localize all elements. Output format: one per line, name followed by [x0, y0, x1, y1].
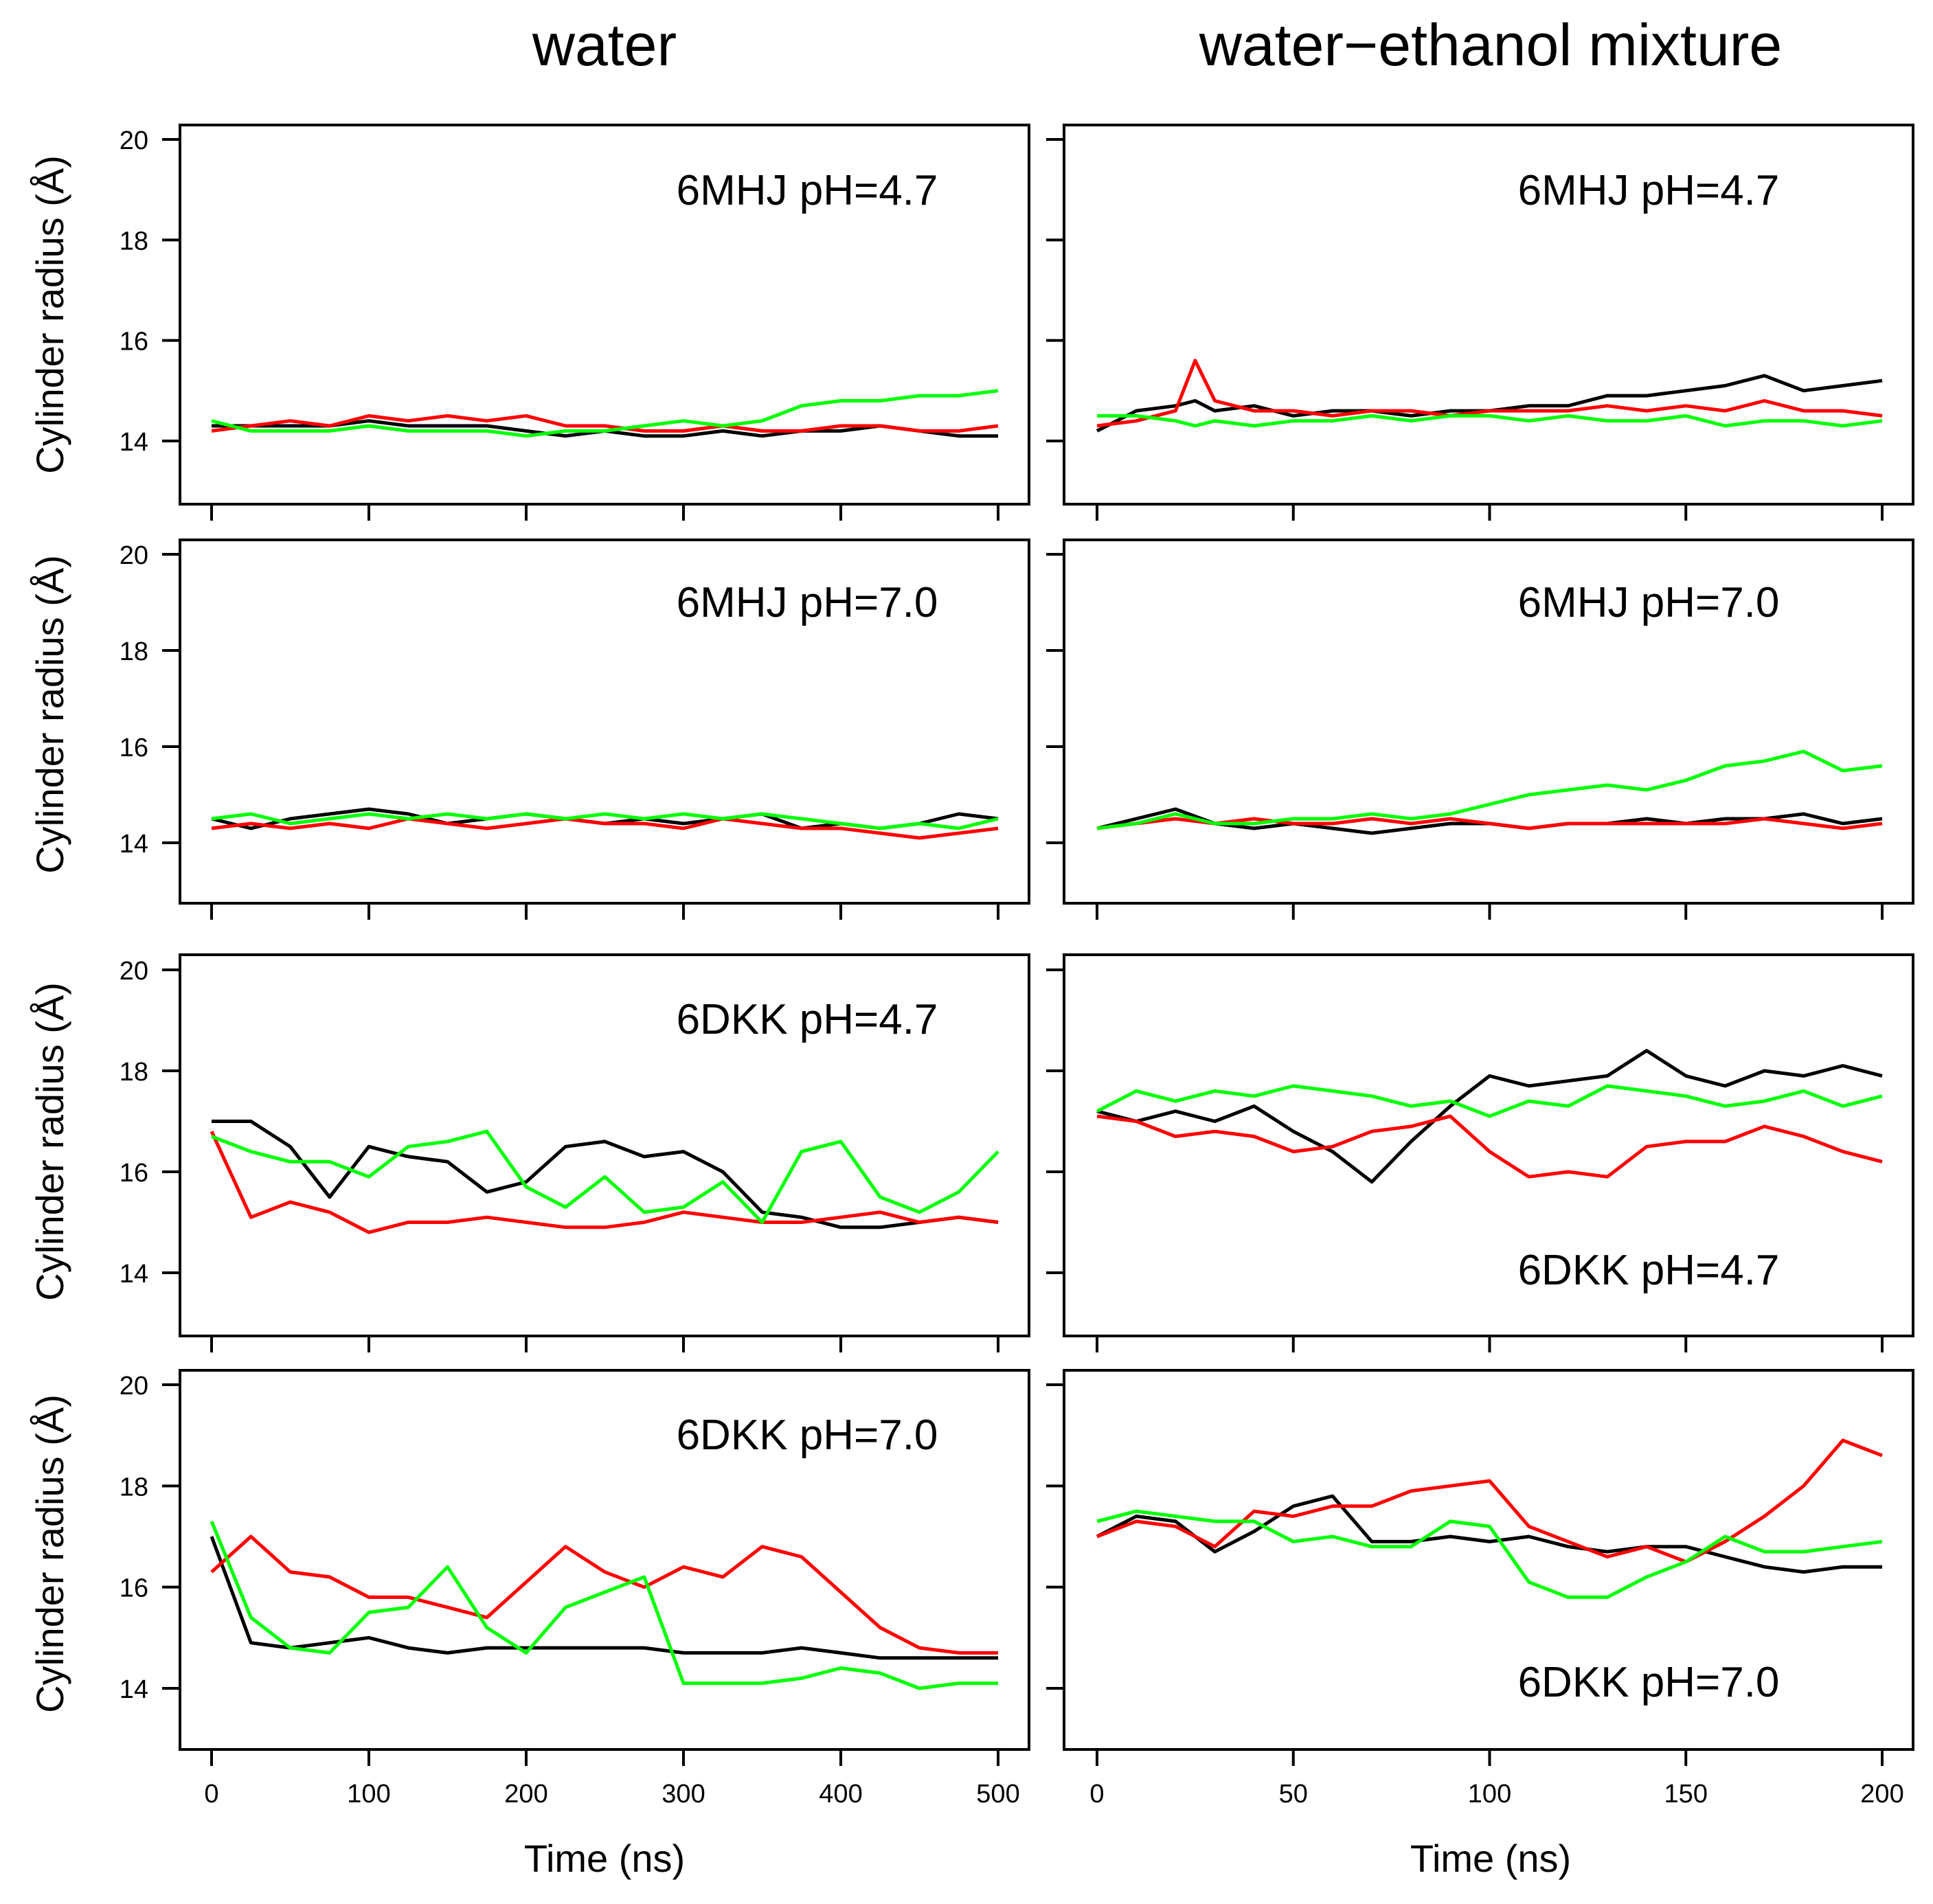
x-tick-label: 150 [1664, 1780, 1708, 1809]
y-tick-label: 16 [120, 1159, 148, 1188]
series-line-1 [1096, 1494, 1882, 1574]
y-tick-label: 16 [120, 328, 148, 356]
series-line-3 [1096, 749, 1883, 830]
series-line-2 [1096, 1438, 1883, 1564]
series-line-3 [211, 812, 999, 830]
series-line-2 [1096, 1114, 1883, 1179]
y-tick-label: 20 [120, 957, 148, 986]
series-line-2 [211, 817, 999, 840]
series-line-1 [212, 419, 998, 438]
column-title-water: water [532, 12, 677, 78]
panel-label: 6MHJ pH=7.0 [677, 579, 938, 626]
series-line-3 [211, 1129, 999, 1224]
series-line-1 [212, 1120, 999, 1229]
chart-panel-1: 14 16 18 20 6MHJ pH=4.7 [120, 124, 1030, 521]
chart-panel-2: 6MHJ pH=4.7 [1046, 124, 1914, 521]
y-tick-label: 18 [120, 637, 148, 666]
x-tick-label: 200 [1860, 1780, 1903, 1809]
y-axis-label-row-2: Cylinder radius (Å) [28, 555, 71, 874]
series-line-1 [1096, 374, 1883, 433]
plot-frame [1063, 124, 1914, 506]
series-line-1 [1096, 807, 1883, 835]
y-tick-label: 18 [120, 1058, 148, 1087]
panel-label: 6MHJ pH=7.0 [1518, 579, 1780, 626]
plot-frame [179, 1369, 1030, 1751]
y-tick-label: 18 [120, 227, 148, 256]
plot-frame [1063, 953, 1914, 1337]
y-tick-label: 20 [120, 1372, 148, 1401]
x-axis-label-water-ethanol: Time (ns) [1410, 1837, 1571, 1880]
chart-panel-8: 0 50 100 150 200 6DKK pH=7.0 [1046, 1369, 1914, 1809]
series-line-2 [1096, 359, 1883, 428]
y-axis-label-row-1: Cylinder radius (Å) [28, 155, 71, 474]
x-tick-label: 300 [662, 1780, 705, 1809]
panel-label: 6DKK pH=7.0 [1518, 1659, 1780, 1706]
y-tick-label: 14 [120, 1260, 148, 1289]
y-tick-label: 16 [120, 1574, 148, 1603]
x-tick-label: 100 [347, 1780, 390, 1809]
series-line-3 [210, 1520, 998, 1690]
x-tick-label: 500 [976, 1780, 1019, 1809]
y-tick-label: 14 [120, 1675, 148, 1704]
series-line-1 [210, 1536, 998, 1660]
series-line-3 [1097, 413, 1883, 428]
plot-frame [179, 539, 1030, 905]
plot-frame [1063, 1369, 1914, 1751]
x-tick-label: 0 [1089, 1780, 1104, 1809]
panel-label: 6MHJ pH=4.7 [1518, 167, 1780, 214]
y-axis-label-row-3: Cylinder radius (Å) [28, 982, 71, 1301]
x-axis-label-water: Time (ns) [524, 1837, 685, 1880]
x-tick-label: 400 [819, 1780, 862, 1809]
series-line-3 [1096, 1084, 1883, 1118]
y-tick-label: 20 [120, 541, 148, 570]
panel-label: 6DKK pH=4.7 [677, 996, 938, 1043]
panel-label: 6MHJ pH=4.7 [677, 167, 938, 214]
y-tick-label: 14 [120, 428, 148, 457]
column-title-water-ethanol: water−ethanol mixture [1199, 12, 1783, 78]
y-tick-label: 16 [120, 734, 148, 762]
y-tick-label: 18 [120, 1473, 148, 1501]
chart-panel-3: 14 16 18 20 6MHJ pH=7.0 [120, 539, 1030, 920]
panel-label: 6DKK pH=4.7 [1518, 1247, 1780, 1294]
panel-label: 6DKK pH=7.0 [677, 1412, 938, 1459]
x-tick-label: 0 [204, 1780, 218, 1809]
x-tick-label: 100 [1468, 1780, 1511, 1809]
plot-frame [179, 953, 1030, 1337]
x-tick-label: 50 [1279, 1780, 1308, 1809]
plot-frame [1063, 539, 1914, 905]
y-axis-label-row-4: Cylinder radius (Å) [28, 1394, 71, 1713]
series-line-1 [1096, 1049, 1883, 1184]
series-line-2 [211, 413, 999, 433]
chart-panel-4: 6MHJ pH=7.0 [1046, 539, 1914, 920]
series-line-3 [1096, 1509, 1883, 1599]
chart-panel-6: 6DKK pH=4.7 [1046, 953, 1914, 1352]
series-line-2 [210, 1131, 999, 1234]
y-tick-label: 14 [120, 830, 148, 859]
plot-frame [179, 124, 1030, 506]
x-tick-label: 200 [504, 1780, 547, 1809]
series-line-2 [210, 1534, 998, 1655]
chart-panel-5: 14 16 18 20 6DKK pH=4.7 [120, 953, 1030, 1352]
y-tick-label: 20 [120, 126, 148, 155]
series-line-3 [211, 389, 999, 438]
